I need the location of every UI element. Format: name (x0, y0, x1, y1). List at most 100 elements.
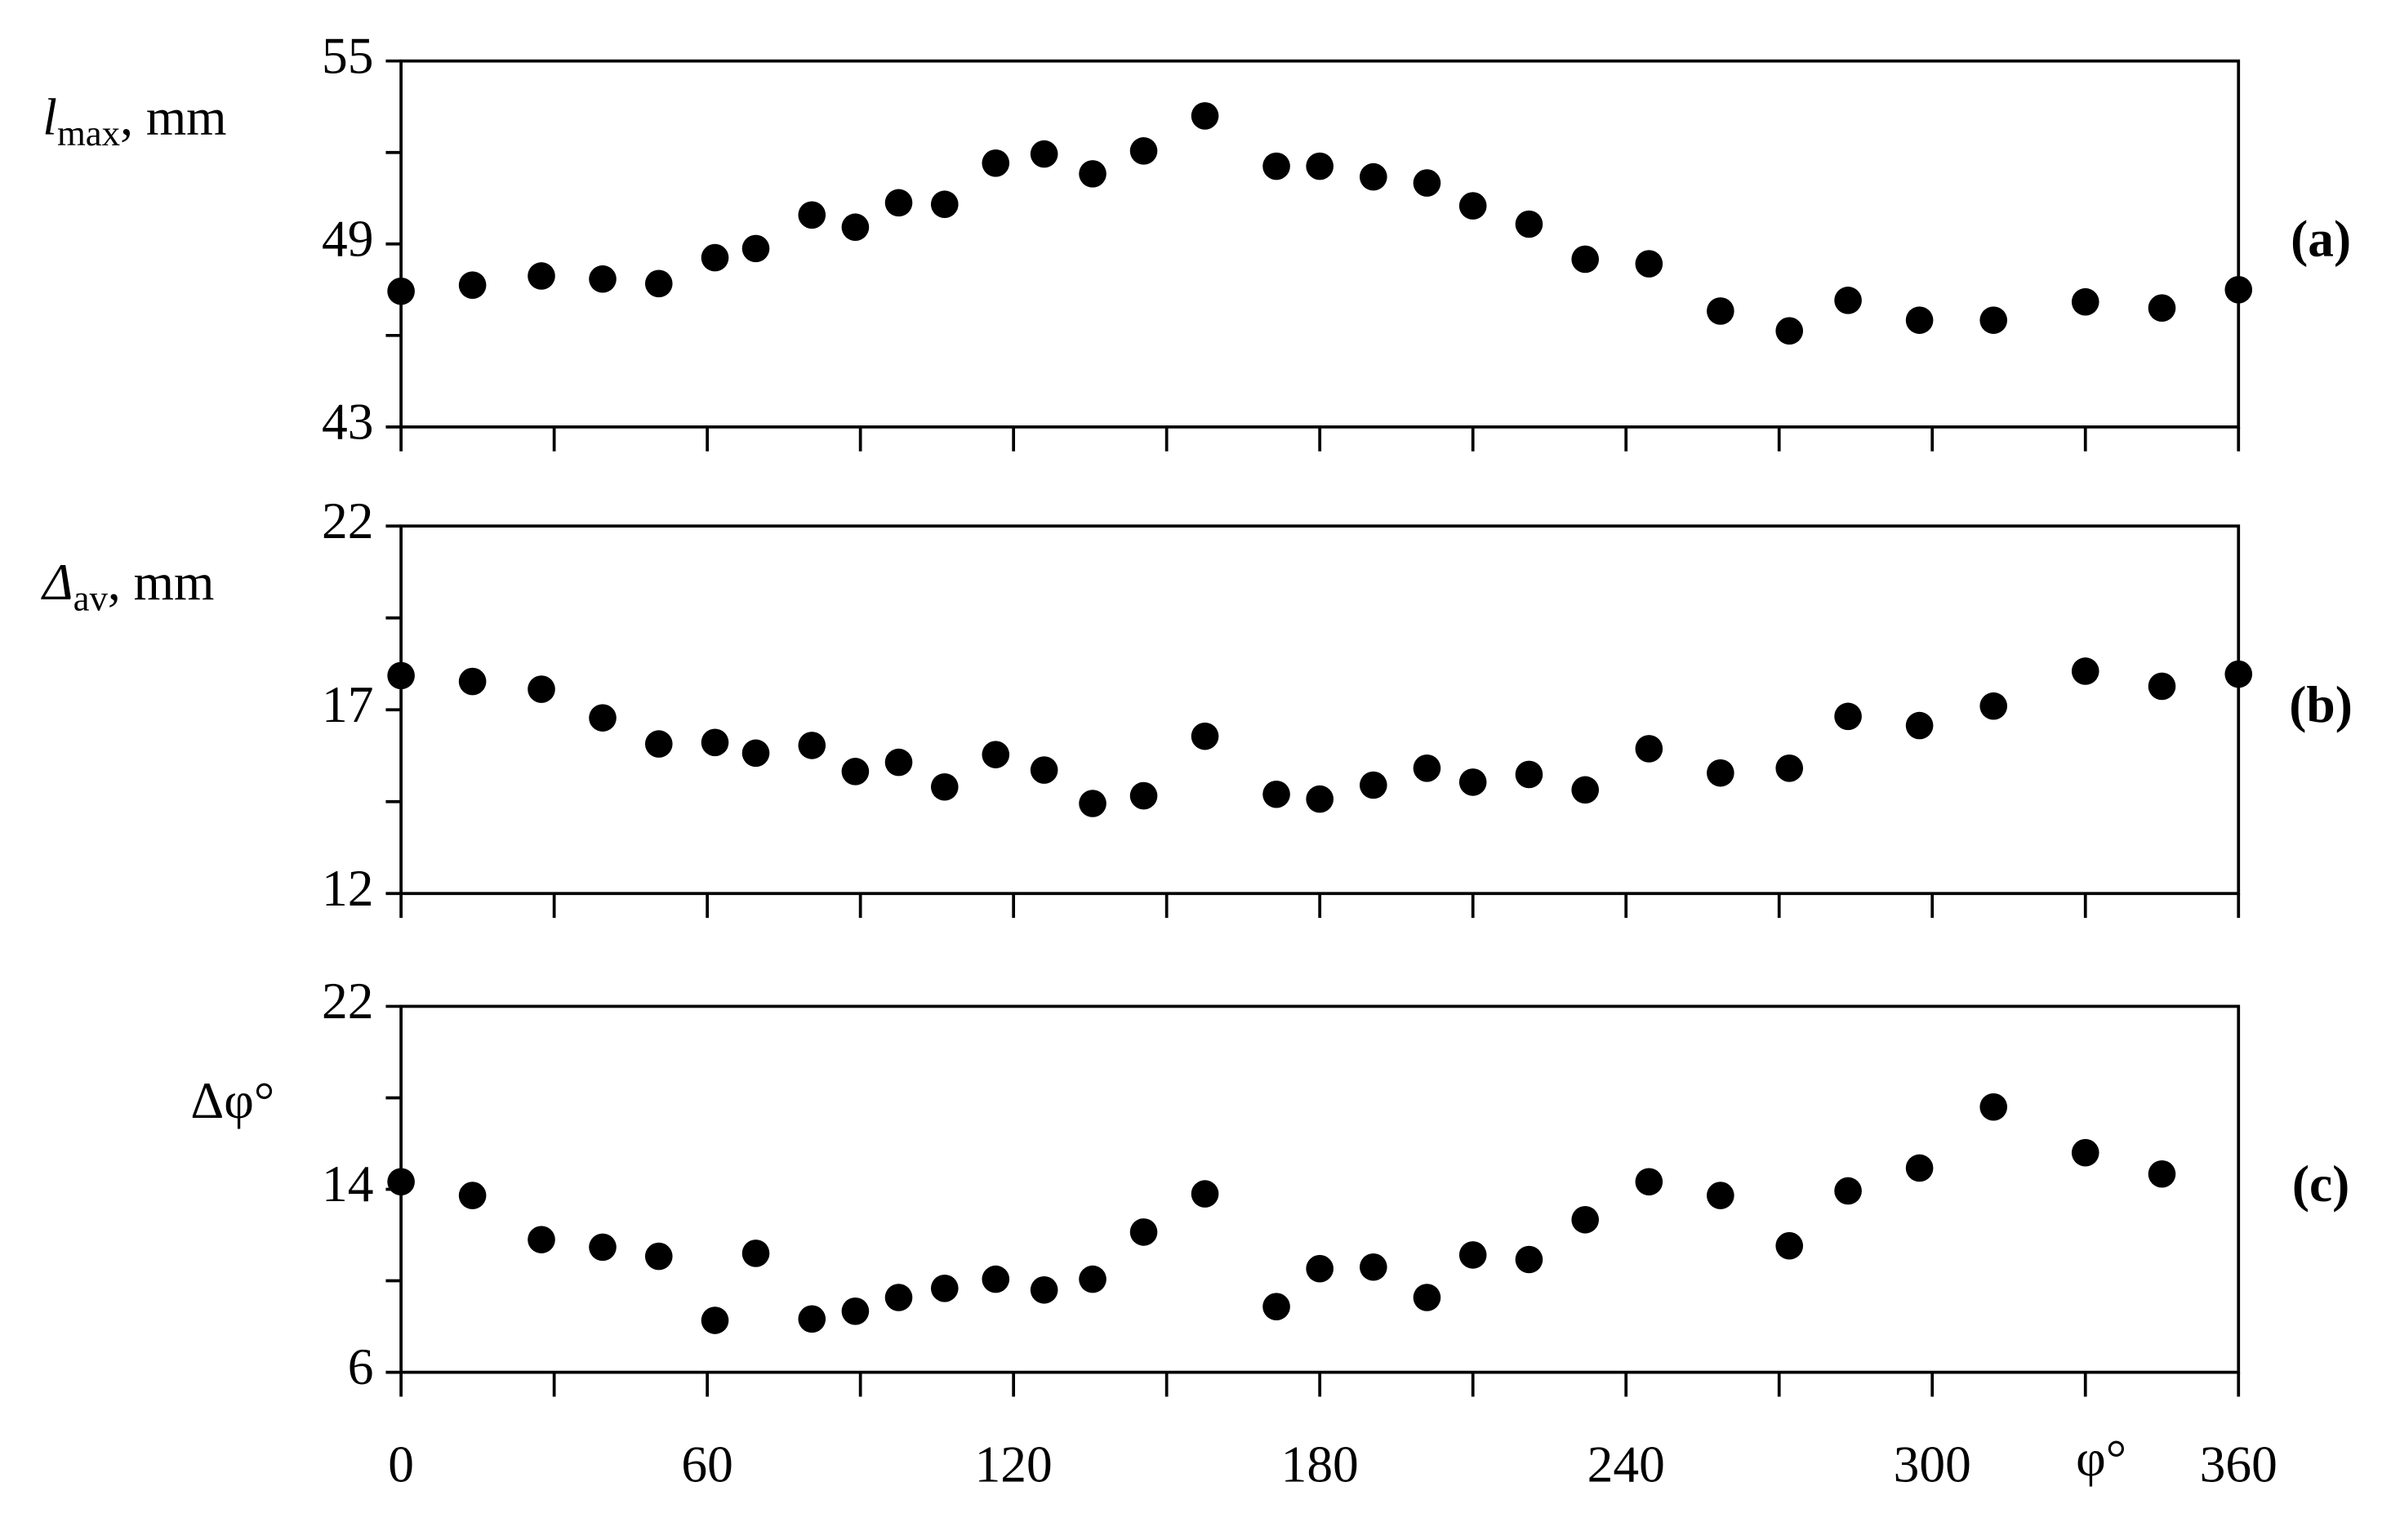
point (1262, 152, 1290, 180)
x-tick-label: 0 (388, 1435, 414, 1493)
point (1129, 137, 1158, 165)
point (1191, 102, 1219, 130)
point (528, 675, 555, 703)
point (1707, 1182, 1734, 1209)
point (458, 667, 487, 696)
y-tick-label: 17 (322, 675, 373, 733)
panel-label: (a) (2291, 209, 2351, 267)
point (1834, 702, 1862, 731)
y-tick-label: 22 (322, 492, 373, 550)
point (2224, 660, 2253, 688)
point (1834, 287, 1862, 314)
point (884, 189, 913, 217)
point (930, 1274, 959, 1302)
point (1635, 250, 1663, 278)
point (1079, 160, 1106, 188)
point (1030, 1275, 1058, 1304)
point (2224, 275, 2253, 304)
point (644, 269, 673, 298)
point (644, 1242, 673, 1271)
point (387, 277, 415, 305)
point (1262, 780, 1290, 808)
point (1030, 140, 1058, 168)
point (1413, 754, 1441, 782)
point (589, 1233, 617, 1262)
point (701, 1306, 729, 1334)
x-tick-label: 240 (1587, 1435, 1665, 1493)
plot-frame (399, 59, 2241, 429)
point (1079, 1265, 1106, 1293)
point (1413, 1284, 1441, 1311)
point (1571, 245, 1600, 274)
point (1191, 1180, 1219, 1208)
y-label-rest: , mm (120, 87, 226, 145)
point (798, 732, 826, 759)
point (841, 1297, 870, 1325)
point (2071, 657, 2099, 685)
y-tick-label: 6 (348, 1337, 374, 1395)
y-tick-label: 49 (322, 209, 373, 267)
point (1775, 754, 1804, 782)
point (982, 741, 1010, 768)
point (387, 1168, 415, 1196)
point (458, 1182, 487, 1209)
point (884, 1284, 913, 1311)
x-tick-label: 60 (681, 1435, 732, 1493)
panel-label: (b) (2289, 675, 2353, 733)
point (1707, 759, 1734, 787)
point (2071, 287, 2099, 316)
point (930, 772, 959, 801)
point (798, 201, 826, 229)
point (701, 728, 729, 757)
point (1571, 776, 1600, 804)
point (1360, 771, 1387, 799)
y-label-main: l (42, 87, 57, 145)
point (841, 758, 870, 786)
point (1306, 152, 1334, 180)
point (644, 730, 673, 758)
point (1262, 1293, 1290, 1321)
point (1306, 1254, 1334, 1283)
point (1571, 1205, 1600, 1234)
y-label-rest: , mm (108, 552, 214, 610)
point (1458, 1241, 1487, 1269)
y-label-sub: max (57, 113, 120, 154)
point (741, 1240, 770, 1267)
point (1306, 785, 1334, 813)
y-axis-label: Δφ° (190, 1070, 274, 1128)
point (1360, 1253, 1387, 1281)
y-axis-label: Δav, mm (40, 552, 214, 618)
panel-label: (c) (2292, 1155, 2349, 1213)
point (1079, 790, 1106, 817)
point (1129, 781, 1158, 810)
point (982, 149, 1010, 177)
y-label-sub: av (73, 578, 109, 619)
point (1515, 760, 1543, 789)
point (1129, 1218, 1158, 1246)
point (1834, 1177, 1862, 1205)
point (528, 262, 555, 290)
point (528, 1226, 555, 1253)
y-tick-label: 12 (322, 859, 373, 917)
point (1905, 1154, 1934, 1182)
y-tick-label: 14 (322, 1155, 373, 1213)
point (930, 190, 959, 219)
point (1775, 1231, 1804, 1260)
point (2148, 1159, 2176, 1188)
x-tick-label: 120 (975, 1435, 1053, 1493)
point (701, 243, 729, 272)
point (1030, 756, 1058, 784)
y-tick-label: 43 (322, 392, 373, 450)
point (1905, 711, 1934, 740)
point (2148, 294, 2176, 323)
point (741, 234, 770, 263)
point (741, 739, 770, 768)
point (589, 265, 617, 293)
point (387, 661, 415, 690)
point (1413, 169, 1441, 197)
point (884, 748, 913, 777)
point (1635, 735, 1663, 763)
y-axis-label: lmax, mm (42, 87, 226, 154)
x-tick-label: 180 (1281, 1435, 1359, 1493)
point (1979, 306, 2008, 334)
